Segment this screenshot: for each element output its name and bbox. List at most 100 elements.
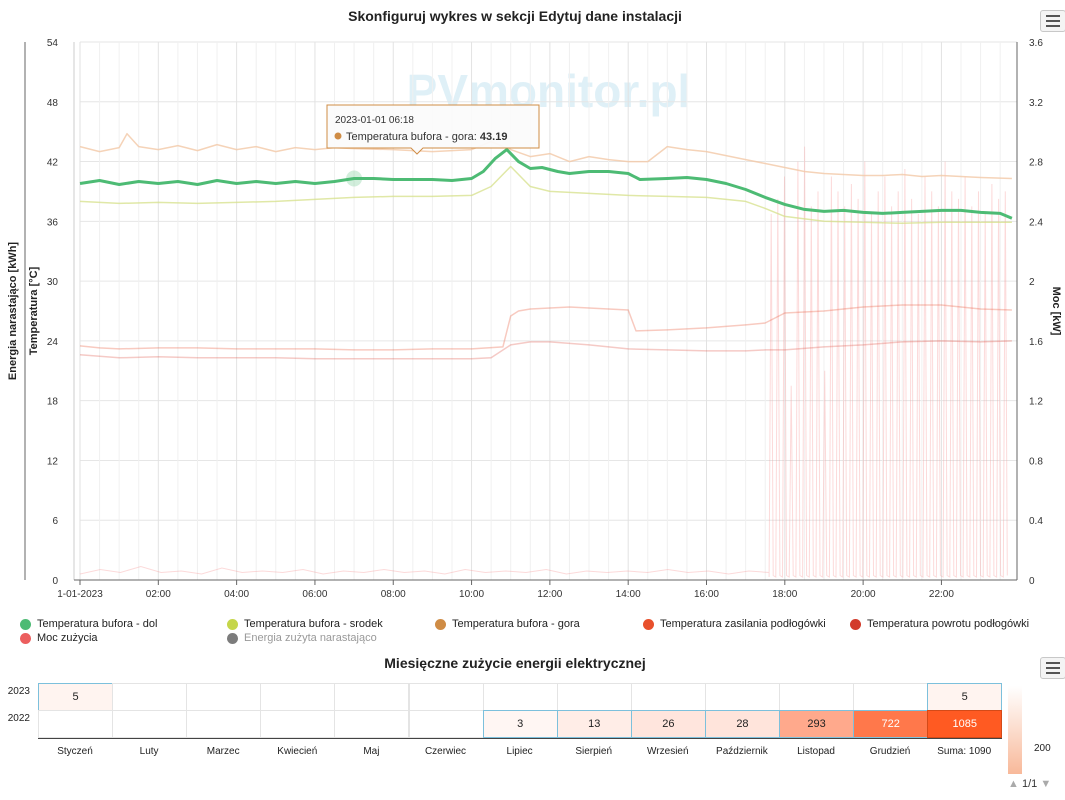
tooltip-value: 43.19 [480,131,508,143]
chart-series [79,132,1013,578]
legend-label: Energia zużyta narastająco [244,632,377,644]
heatmap-cell[interactable] [260,710,336,738]
heatmap-cell[interactable]: 28 [704,710,780,738]
x-tick-label: 18:00 [772,589,797,600]
heatmap-column-label: Grudzień [869,746,911,757]
legend-item[interactable]: Energia zużyta narastająco [227,632,377,644]
heatmap-cell[interactable] [408,710,484,738]
legend-item[interactable]: Temperatura bufora - gora [435,618,580,630]
heatmap-cell[interactable] [853,683,929,711]
heatmap-cell[interactable]: 26 [630,710,706,738]
y-right-tick-label: 0.8 [1029,456,1043,467]
series-temperatura-zasilania-pod-og-wki [79,304,1012,351]
x-tick-label: 20:00 [851,589,876,600]
legend-label: Temperatura powrotu podłogówki [867,618,1030,630]
x-tick-label: 04:00 [224,589,249,600]
x-tick-label: 02:00 [146,589,171,600]
y-right-tick-label: 2.8 [1029,158,1043,169]
series-temperatura-bufora-gora [79,132,1012,180]
heatmap-column-label: Lipiec [506,746,533,757]
y-left-tick-label: 0 [52,576,58,587]
y-right-tick-label: 0.4 [1029,516,1043,527]
legend-label: Moc zużycia [37,632,98,644]
chart-menu-button[interactable] [1040,10,1065,32]
heatmap-cell[interactable] [482,683,558,711]
legend-item[interactable]: Temperatura powrotu podłogówki [850,618,1029,630]
pager-up-icon[interactable]: ▲ [1008,778,1019,790]
y-right-tick-label: 1.2 [1029,397,1043,408]
heatmap-cell[interactable]: 13 [556,710,632,738]
heatmap-cell[interactable]: 1085 [927,710,1003,738]
heatmap-column-label: Luty [139,746,159,757]
heatmap-menu-button[interactable] [1040,657,1065,679]
tooltip-bullet [334,132,342,140]
heatmap-cell[interactable] [112,683,188,711]
heatmap-column-label: Czerwiec [424,746,467,757]
x-tick-label: 06:00 [302,589,327,600]
y-right-axis-title: Moc [kW] [1050,287,1062,336]
legend-marker-icon [435,618,446,630]
heatmap-cell[interactable] [38,710,114,738]
chart-grid: PVmonitor.pl [79,41,1017,581]
hamburger-icon [1046,15,1060,17]
series-temperatura-bufora-srodek [79,165,1012,225]
pager[interactable]: ▲ 1/1 ▼ [1008,778,1051,790]
tooltip-series: Temperatura bufora - gora: 43.19 [346,131,507,143]
legend-item[interactable]: Moc zużycia [20,632,98,644]
line-chart: PVmonitor.pl 0 0 6 0.4 12 0.8 18 1.2 24 1.6 30 2 36 2… [7,38,1062,600]
legend-item[interactable]: Temperatura bufora - srodek [227,618,383,630]
heatmap-row-label: 2022 [7,713,30,724]
heatmap-x-axis [38,738,1003,739]
y-left-tick-label: 12 [47,456,59,467]
pager-down-icon[interactable]: ▼ [1040,778,1052,790]
heatmap-column-label: Suma: 1090 [937,746,992,757]
y-right-tick-label: 0 [1029,576,1035,587]
heatmap-column-label: Wrzesień [647,746,689,757]
heatmap-cell[interactable] [112,710,188,738]
legend-item[interactable]: Temperatura zasilania podłogówki [643,618,826,630]
heatmap-cell[interactable]: 5 [38,683,114,711]
y-left-tick-label: 48 [47,98,59,109]
heatmap-cell[interactable] [779,683,855,711]
heatmap-cell[interactable] [260,683,336,711]
heatmap-cell[interactable]: 5 [927,683,1003,711]
heatmap-column-label: Marzec [206,746,240,757]
color-scale-bar [1008,686,1022,774]
chart-title: Skonfiguruj wykres w sekcji Edytuj dane … [348,8,682,24]
heatmap-cell[interactable] [704,683,780,711]
y-right-tick-label: 3.6 [1029,38,1043,49]
heatmap-cell[interactable] [408,683,484,711]
pager-text: 1/1 [1021,778,1038,790]
hover-marker [346,170,363,187]
heatmap-cell[interactable]: 3 [482,710,558,738]
y-right-tick-label: 2 [1029,277,1035,288]
y-right-tick-label: 2.4 [1029,217,1043,228]
heatmap-cell[interactable] [186,710,262,738]
heatmap-cell[interactable] [186,683,262,711]
y-right-tick-label: 1.6 [1029,337,1043,348]
y-left-tick-label: 18 [47,397,59,408]
y-left-tick-label: 36 [47,217,59,228]
y-left-tick-label: 30 [47,277,59,288]
chart-axes: 0 0 6 0.4 12 0.8 18 1.2 24 1.6 30 2 36 2.4 42 2.8 48 3.2 5… [7,38,1062,600]
heatmap-column-label: Maj [363,746,380,757]
heatmap-cell[interactable]: 293 [779,710,855,738]
heatmap-cell[interactable]: 722 [853,710,929,738]
legend-label: Temperatura bufora - dol [37,618,158,630]
heatmap-cell[interactable] [334,710,410,738]
series-temperatura-powrotu-pod-og-wki [79,340,1012,360]
legend-marker-icon [850,618,861,630]
legend-item[interactable]: Temperatura bufora - dol [20,618,157,630]
heatmap-title: Miesięczne zużycie energii elektrycznej [384,655,646,671]
heatmap-cell[interactable] [334,683,410,711]
y-left-tick-label: 54 [47,38,59,49]
tooltip-date: 2023-01-01 06:18 [335,115,414,126]
heatmap-cell[interactable] [556,683,632,711]
legend-marker-icon [227,618,238,630]
heatmap-row-label: 2023 [7,686,30,697]
legend-label: Temperatura bufora - srodek [244,618,383,630]
heatmap: 2023 5 5 2022 3 13 26 28 293 722 1085 Styczeń Luty Ma… [0,678,1065,800]
heatmap-column-label: Styczeń [57,746,93,757]
x-tick-label: 16:00 [694,589,719,600]
heatmap-cell[interactable] [630,683,706,711]
